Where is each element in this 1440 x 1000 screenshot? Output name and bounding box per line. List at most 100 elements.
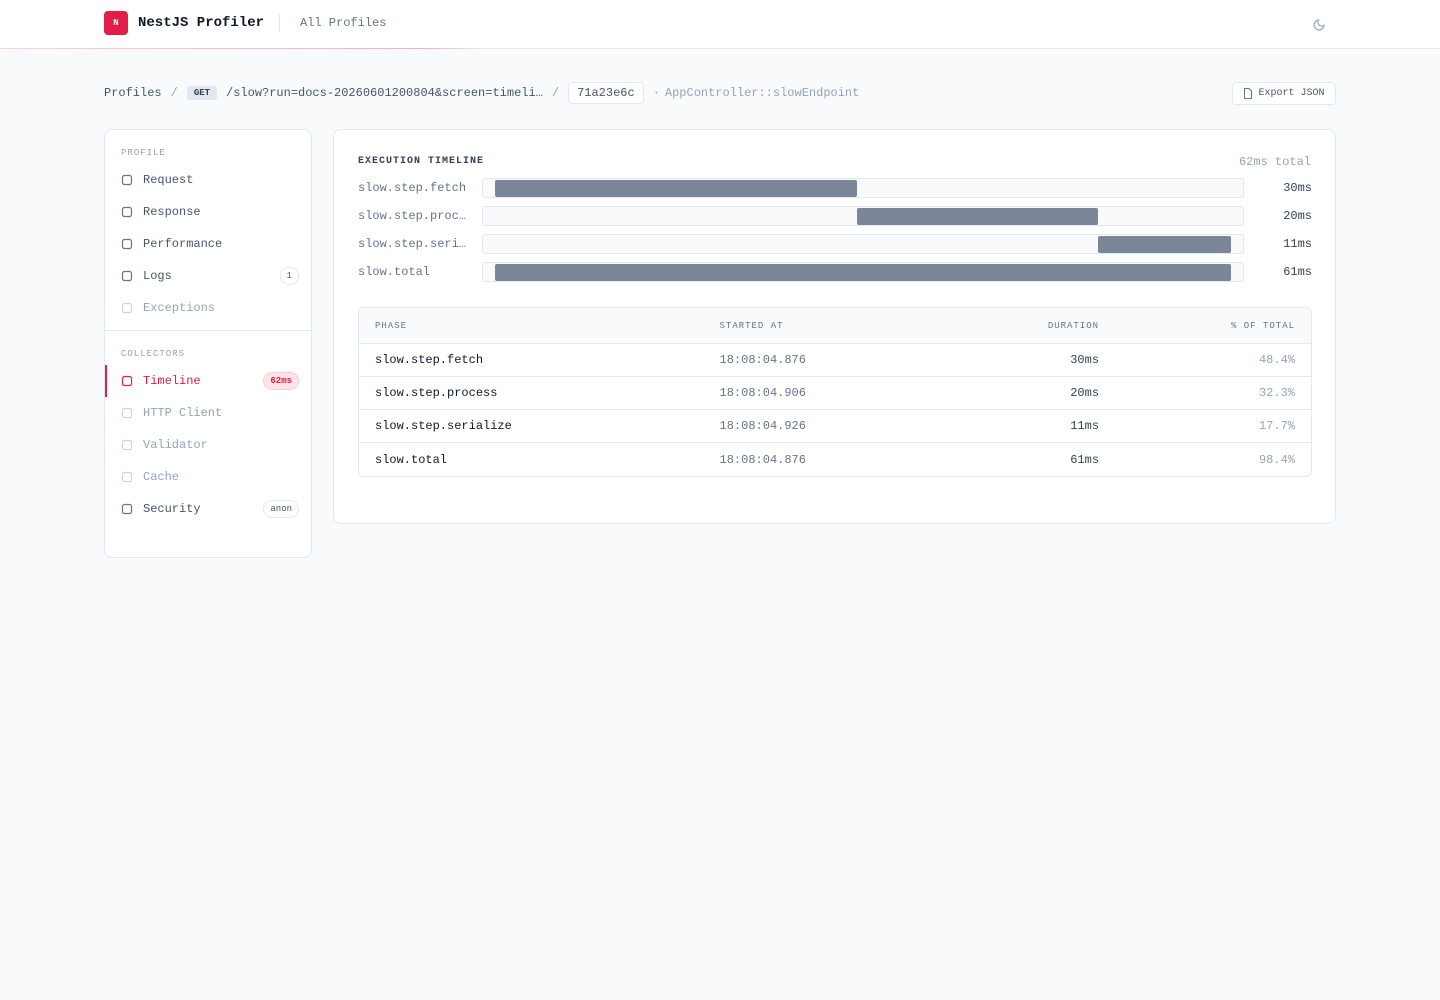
timeline-track bbox=[482, 178, 1244, 198]
nav-badge: 1 bbox=[279, 267, 299, 285]
section-title: COLLECTORS bbox=[121, 349, 186, 359]
phase-table: PHASE STARTED AT DURATION% OF TOTAL slow.st… bbox=[358, 307, 1312, 477]
nav-item[interactable]: Exceptions bbox=[105, 292, 311, 324]
nav-icon bbox=[121, 206, 133, 218]
nav-icon bbox=[121, 439, 133, 451]
file-icon bbox=[1244, 88, 1253, 99]
separator: · bbox=[652, 86, 660, 100]
nav-icon bbox=[121, 302, 133, 314]
header: N NestJS Profiler All Profiles bbox=[0, 0, 1440, 49]
header-row: PHASE STARTED AT DURATION% OF TOTAL bbox=[359, 308, 1311, 344]
table-cell: 30ms bbox=[945, 344, 1116, 377]
controller: AppController::slowEndpoint bbox=[664, 86, 860, 100]
sidebar-section: PROFILE Request Response Performance Logs 1 Ex… bbox=[105, 130, 311, 330]
timeline-row: slow.total 61ms bbox=[358, 262, 1312, 282]
method-badge: GET bbox=[186, 86, 218, 100]
timeline-row: slow.step.seri… 11ms bbox=[358, 234, 1312, 254]
nav-label: Exceptions bbox=[143, 301, 216, 315]
table-cell: 11ms bbox=[945, 410, 1116, 443]
timeline-track bbox=[482, 234, 1244, 254]
table-cell: 48.4% bbox=[1115, 344, 1311, 377]
timeline-label: slow.step.seri… bbox=[358, 237, 467, 251]
crumb-root[interactable]: Profiles bbox=[104, 86, 162, 100]
table-cell: 18:08:04.876 bbox=[703, 344, 946, 377]
column-header: PHASE bbox=[359, 308, 704, 344]
nav-icon bbox=[121, 238, 133, 250]
nav-icon bbox=[121, 503, 133, 515]
table-cell: 17.7% bbox=[1115, 410, 1311, 443]
logo[interactable]: N bbox=[104, 11, 128, 35]
table-body: slow.step.fetch 18:08:04.876 30ms 48.4% slow… bbox=[359, 344, 1311, 476]
timeline-label: slow.step.proc… bbox=[358, 209, 467, 223]
nav-item[interactable]: Request bbox=[105, 164, 311, 196]
token[interactable]: 71a23e6c bbox=[568, 82, 644, 104]
timeline-card: EXECUTION TIMELINE 62ms total PHASE START… bbox=[333, 129, 1336, 524]
nav-item[interactable]: HTTP Client bbox=[105, 397, 311, 429]
table-cell: 98.4% bbox=[1258, 452, 1295, 467]
nav-item[interactable]: Logs 1 bbox=[105, 260, 311, 292]
timeline-bar bbox=[856, 208, 1099, 225]
total: 62ms total bbox=[1238, 155, 1311, 169]
table-head: PHASE STARTED AT DURATION% OF TOTAL bbox=[359, 308, 1311, 344]
table-row: slow.total 18:08:04.876 61ms 98.4% bbox=[359, 443, 1311, 476]
table-cell: slow.step.fetch bbox=[359, 344, 704, 377]
nav-link[interactable]: All Profiles bbox=[279, 14, 386, 32]
nav-icon bbox=[121, 174, 133, 186]
timeline-duration: 61ms bbox=[1283, 265, 1312, 279]
theme-toggle[interactable] bbox=[1313, 17, 1327, 31]
table-row: slow.step.process 18:08:04.906 20ms 32.3% bbox=[359, 377, 1311, 410]
nav-item[interactable]: Validator bbox=[105, 429, 311, 461]
request-path: /slow?run=docs-20260601200804&screen=tim… bbox=[226, 86, 543, 100]
table-cell: 61ms bbox=[1070, 452, 1100, 467]
table-row: slow.step.fetch 18:08:04.876 30ms 48.4% bbox=[359, 344, 1311, 377]
column-header: % OF TOTAL bbox=[1115, 308, 1311, 344]
timeline-duration: 20ms bbox=[1283, 209, 1312, 223]
nav-badge: 62ms bbox=[263, 372, 299, 390]
nav-item[interactable]: Cache bbox=[105, 461, 311, 493]
table-row: slow.step.serialize 18:08:04.926 11ms 17.7% bbox=[359, 410, 1311, 443]
nav-label: Cache bbox=[143, 470, 180, 484]
app-title[interactable]: NestJS Profiler bbox=[138, 15, 265, 31]
nav-icon bbox=[121, 471, 133, 483]
timeline-duration: 30ms bbox=[1283, 181, 1312, 195]
section-title: PROFILE bbox=[121, 148, 166, 158]
timeline-track bbox=[482, 262, 1244, 282]
column-header: STARTED AT bbox=[703, 308, 946, 344]
nav-item[interactable]: Response bbox=[105, 196, 311, 228]
timeline-label: slow.step.fetch bbox=[358, 181, 467, 195]
separator: / bbox=[551, 86, 560, 100]
nav-item[interactable]: Timeline 62ms bbox=[105, 365, 311, 397]
timeline-bar bbox=[495, 264, 1231, 281]
timeline-bar bbox=[495, 180, 857, 197]
nav-icon bbox=[121, 375, 133, 387]
nav-item[interactable]: Performance bbox=[105, 228, 311, 260]
nav-badge: anon bbox=[263, 500, 299, 518]
separator: / bbox=[170, 86, 178, 100]
table-cell: 18:08:04.906 bbox=[703, 377, 946, 410]
timeline-row: slow.step.proc… 20ms bbox=[358, 206, 1312, 226]
table-cell: 18:08:04.876 bbox=[719, 452, 806, 467]
timeline-bar bbox=[1098, 236, 1231, 253]
breadcrumb: Profiles / GET /slow?run=docs-2026060120… bbox=[104, 82, 859, 104]
sidebar-section: COLLECTORS Timeline 62ms HTTP Client Validat… bbox=[105, 330, 311, 531]
nav-label: HTTP Client bbox=[143, 406, 223, 420]
table-cell: 32.3% bbox=[1115, 377, 1311, 410]
card-title: EXECUTION TIMELINE bbox=[358, 156, 485, 167]
table-cell: 18:08:04.926 bbox=[703, 410, 946, 443]
nav-icon bbox=[121, 270, 133, 282]
table-cell: slow.step.serialize bbox=[359, 410, 704, 443]
table-cell: slow.step.process bbox=[359, 377, 704, 410]
nav-item[interactable]: Security anon bbox=[105, 493, 311, 525]
nav-label: Security bbox=[143, 502, 201, 516]
nav-icon bbox=[121, 407, 133, 419]
export-button[interactable]: Export JSON bbox=[1232, 82, 1336, 105]
timeline-duration: 11ms bbox=[1283, 237, 1312, 251]
timeline-track bbox=[482, 206, 1244, 226]
nav-label: Request bbox=[143, 173, 194, 187]
nav-label: Performance bbox=[143, 237, 223, 251]
table-cell: slow.total bbox=[375, 452, 448, 467]
nav-label: Logs bbox=[143, 269, 172, 283]
timeline-label: slow.total bbox=[358, 265, 431, 279]
nav-label: Timeline bbox=[143, 374, 201, 388]
timeline-row: slow.step.fetch 30ms bbox=[358, 178, 1312, 198]
